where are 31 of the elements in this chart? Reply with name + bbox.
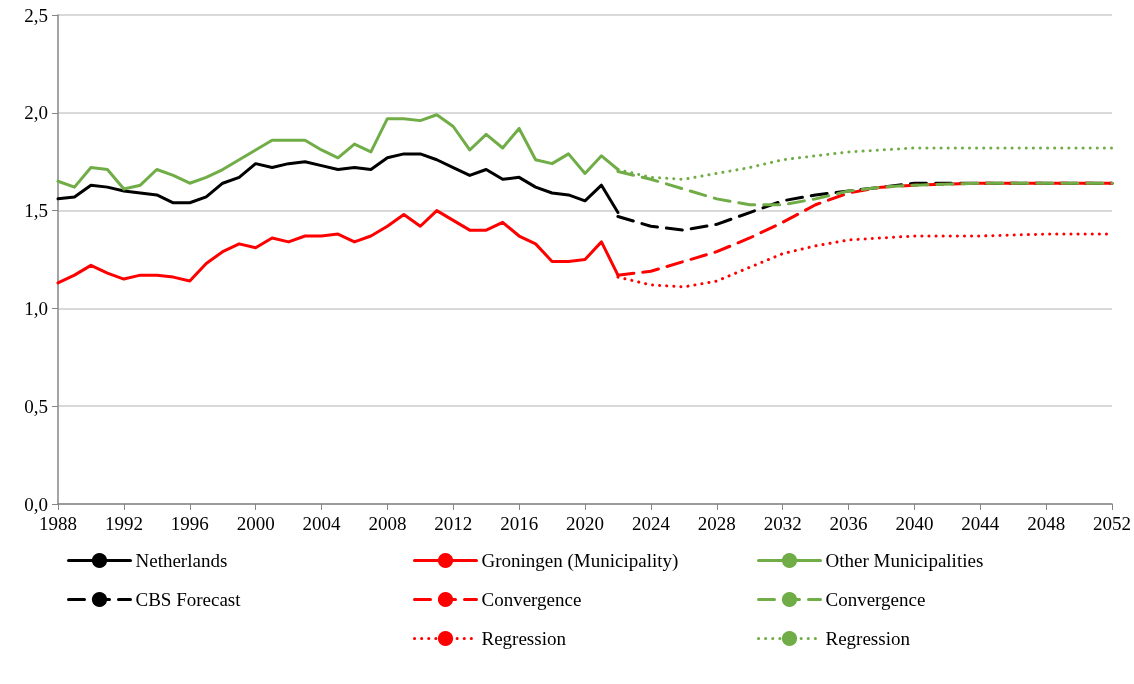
legend-label: Regression (481, 628, 567, 649)
x-tick-label: 2008 (368, 513, 407, 534)
x-tick-label: 1996 (170, 513, 209, 534)
y-tick-label: 1,0 (24, 297, 48, 319)
x-tick-label: 2016 (500, 513, 539, 534)
legend-label: Convergence (825, 589, 926, 610)
legend-label: Groningen (Municipality) (481, 550, 679, 572)
x-tick-label: 2052 (1093, 513, 1131, 534)
x-tick-label: 2000 (236, 513, 275, 534)
y-tick-label: 2,0 (24, 102, 48, 124)
y-tick-label: 2,5 (24, 4, 48, 26)
x-tick-label: 2020 (566, 513, 604, 534)
legend-label: Regression (825, 628, 911, 649)
x-tick-label: 2028 (697, 513, 736, 534)
y-tick-label: 1,5 (24, 200, 48, 222)
legend-label: CBS Forecast (135, 589, 242, 610)
y-tick-label: 0,5 (24, 395, 48, 417)
legend-label: Netherlands (135, 550, 228, 571)
x-tick-label: 2004 (302, 513, 341, 534)
x-tick-label: 2032 (763, 513, 802, 534)
y-tick-label: 0,0 (24, 493, 48, 515)
legend-label: Other Municipalities (825, 550, 984, 571)
x-tick-label: 2044 (961, 513, 1000, 534)
x-tick-label: 2036 (829, 513, 868, 534)
x-tick-label: 2040 (895, 513, 934, 534)
x-tick-label: 2024 (631, 513, 671, 534)
x-tick-label: 1992 (104, 513, 143, 534)
x-tick-label: 1988 (39, 513, 77, 534)
x-tick-label: 2012 (434, 513, 473, 534)
x-tick-label: 2048 (1027, 513, 1066, 534)
legend-label: Convergence (481, 589, 582, 610)
